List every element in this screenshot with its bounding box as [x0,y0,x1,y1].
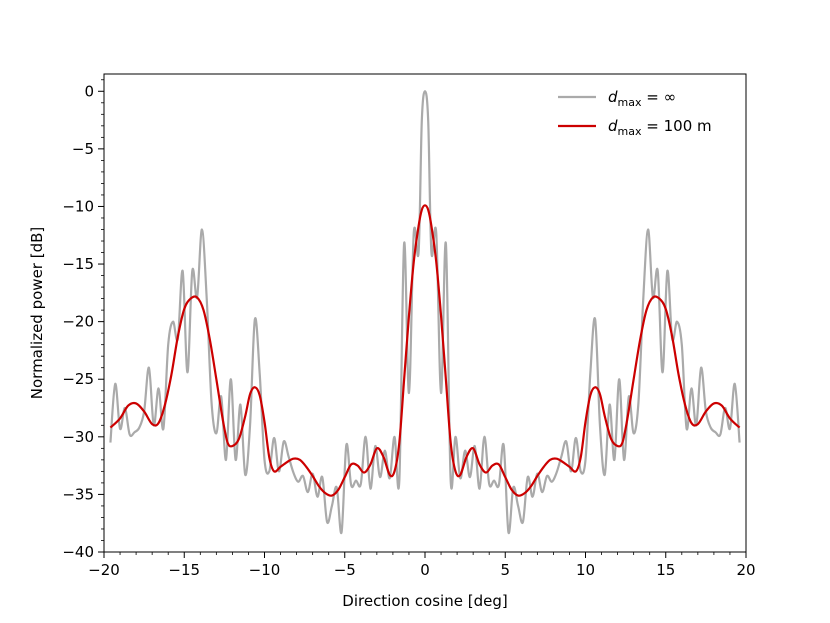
y-tick-label: −35 [62,485,94,503]
y-tick-label: −20 [62,313,94,331]
y-tick-label: −40 [62,543,94,561]
x-tick-label: 15 [656,561,675,579]
y-tick-label: −30 [62,428,94,446]
legend-label-2: dmax = 100 m [608,117,712,138]
x-tick-label: 5 [500,561,510,579]
y-tick-label: −15 [62,255,94,273]
x-axis-label: Direction cosine [deg] [342,592,507,610]
y-tick-label: −25 [62,370,94,388]
x-axis: −20 −15 −10 −5 0 5 10 15 20 [88,552,756,579]
y-tick-label: 0 [84,82,94,100]
y-tick-label: −5 [72,140,94,158]
x-tick-label: 10 [576,561,595,579]
x-tick-label: −20 [88,561,120,579]
series-line-2 [109,204,741,497]
x-tick-label: −10 [249,561,281,579]
y-axis: 0 −5 −10 −15 −20 −25 −30 −35 −40 [62,79,104,561]
x-tick-label: 20 [736,561,755,579]
x-tick-label: −5 [334,561,356,579]
plot-area-frame [103,73,747,553]
legend-label-1: dmax = ∞ [608,88,676,109]
legend: dmax = ∞ dmax = 100 m [558,88,712,138]
y-tick-label: −10 [62,197,94,215]
y-axis-label: Normalized power [dB] [28,227,46,399]
series-layer [109,90,741,534]
x-tick-label: 0 [420,561,430,579]
x-tick-label: −15 [168,561,200,579]
series-line-1 [109,90,741,534]
